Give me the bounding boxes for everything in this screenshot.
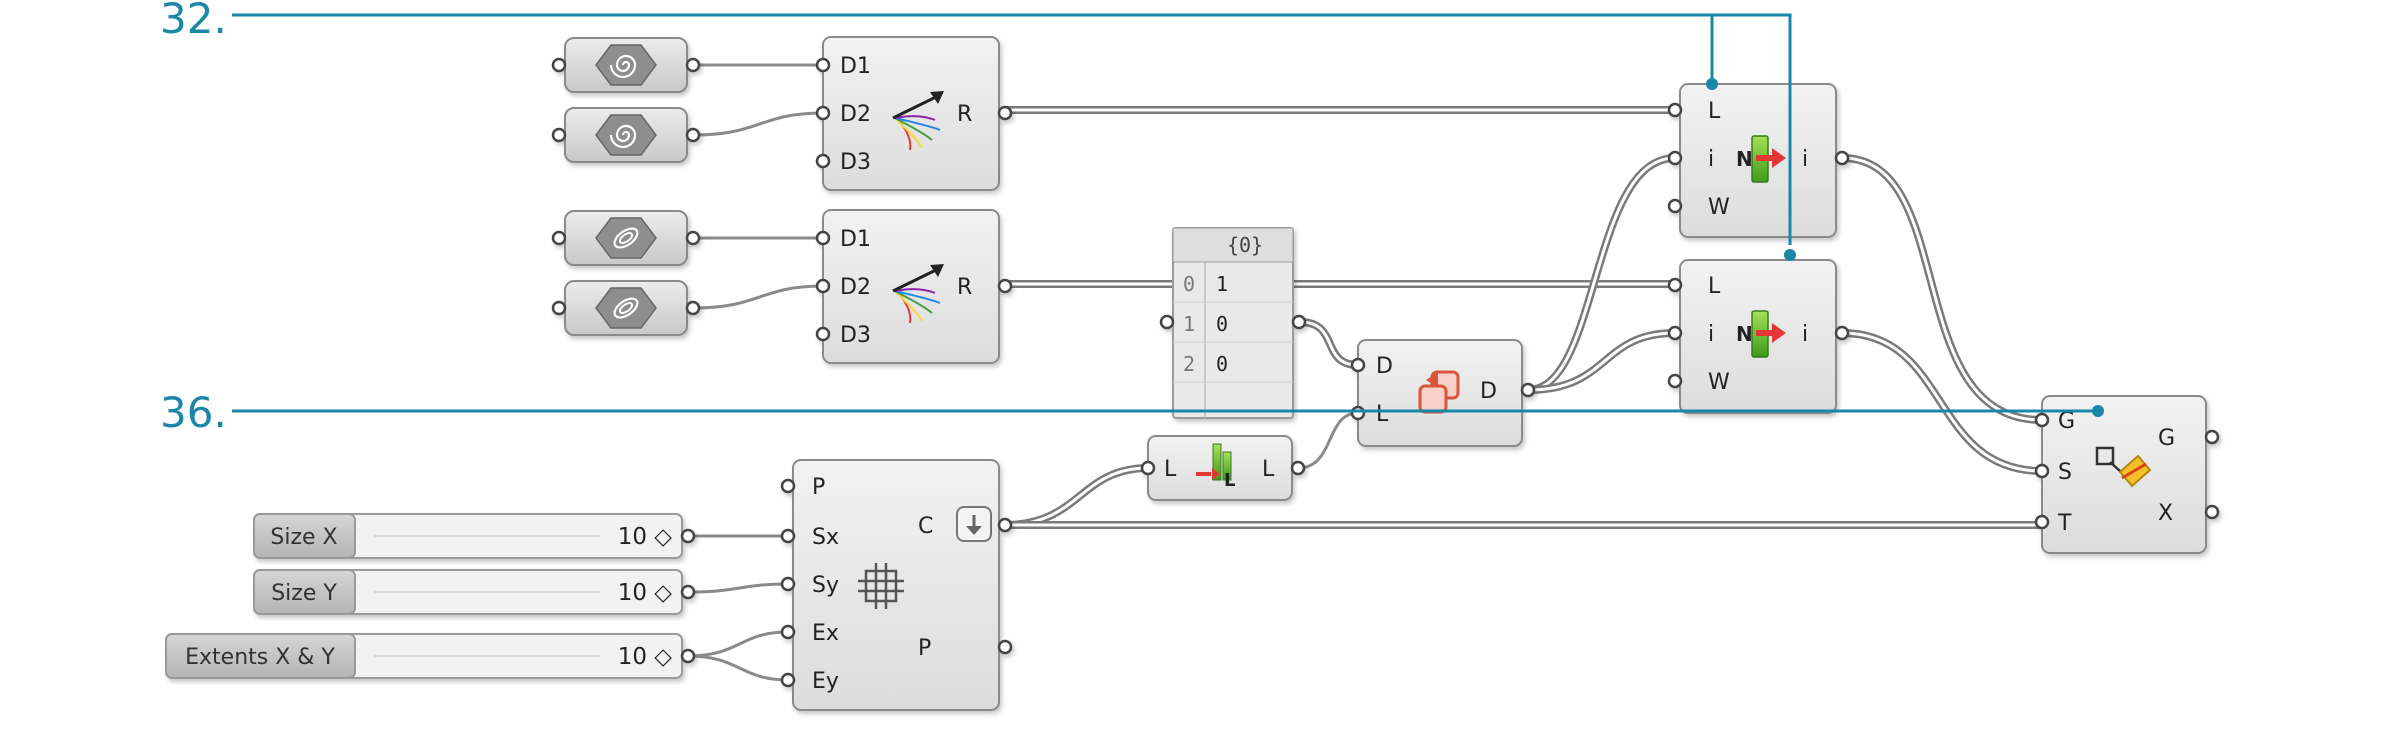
wire-list: [1838, 154, 2046, 424]
flatten-badge-icon: [956, 506, 992, 542]
input-label: T: [2057, 511, 2072, 536]
input-label: P: [812, 475, 825, 500]
input-label: Sy: [812, 573, 839, 598]
output-label: P: [918, 636, 931, 661]
input-label: i: [1708, 147, 1714, 172]
surface-icon: [595, 217, 657, 259]
input-label: Ey: [812, 669, 839, 694]
output-label: i: [1802, 147, 1808, 172]
color-gradient-arrow-icon: [892, 91, 944, 151]
panel-header: {0}: [1227, 233, 1263, 257]
duplicate-data-component[interactable]: D L D: [1350, 339, 1536, 447]
wires: [686, 63, 2046, 682]
input-label: W: [1708, 370, 1730, 395]
callout-label: 32.: [160, 0, 227, 43]
param-surface-2[interactable]: [551, 280, 701, 336]
callout-36: 36.: [160, 388, 2104, 437]
gradient-component-2[interactable]: D1 D2 D3 R: [815, 209, 1013, 364]
wire-list: [1524, 154, 1679, 394]
icon-letter: N: [1736, 322, 1753, 346]
panel-row-value: 0: [1216, 312, 1228, 336]
input-label: D3: [840, 323, 871, 348]
input-label: Ex: [812, 621, 839, 646]
list-length-component[interactable]: L L L: [1140, 435, 1306, 501]
slider-value: 10 ◇: [618, 580, 673, 606]
output-label: G: [2158, 426, 2175, 451]
output-label: R: [957, 275, 972, 300]
slider-value: 10 ◇: [618, 644, 673, 670]
input-label: D: [1376, 354, 1393, 379]
wire-list: [1296, 318, 1362, 369]
panel-row-index: 2: [1183, 352, 1195, 376]
param-spiral-1[interactable]: [551, 37, 701, 93]
surface-icon: [595, 287, 657, 329]
spiral-icon: [595, 44, 657, 86]
input-label: D2: [840, 275, 871, 300]
output-label: X: [2158, 501, 2173, 526]
param-spiral-2[interactable]: [551, 107, 701, 163]
input-label: G: [2058, 409, 2075, 434]
rectangular-grid-icon: [858, 563, 904, 609]
output-label: C: [918, 514, 933, 539]
panel-row-index: 1: [1183, 312, 1195, 336]
output-label: i: [1802, 322, 1808, 347]
output-label: D: [1480, 379, 1497, 404]
gradient-component-1[interactable]: D1 D2 D3 R: [815, 36, 1013, 191]
color-gradient-arrow-icon: [892, 264, 944, 324]
slider-extents-xy[interactable]: Extents X & Y 10 ◇: [165, 633, 696, 679]
rectangular-grid-component[interactable]: P Sx Sy Ex Ey C P: [780, 459, 1013, 711]
list-item-icon: N: [1736, 310, 1786, 358]
slider-size-x[interactable]: Size X 10 ◇: [253, 513, 696, 559]
wire: [686, 654, 790, 682]
input-label: L: [1708, 274, 1721, 299]
output-label: L: [1262, 457, 1275, 482]
slider-size-y[interactable]: Size Y 10 ◇: [253, 569, 696, 615]
wire: [692, 111, 825, 137]
param-surface-1[interactable]: [551, 210, 701, 266]
callout-label: 36.: [160, 388, 227, 437]
wire: [686, 582, 790, 594]
input-label: D1: [840, 54, 871, 79]
panel-row-value: 1: [1216, 272, 1228, 296]
wire: [686, 630, 790, 658]
input-label: D3: [840, 150, 871, 175]
wire: [1296, 411, 1360, 470]
duplicate-data-icon: [1418, 370, 1460, 414]
list-item-component-2[interactable]: L i W i N: [1667, 259, 1850, 414]
spiral-icon: [595, 114, 657, 156]
wire-list: [1001, 464, 1152, 529]
panel-row-value: 0: [1216, 352, 1228, 376]
panel-row-index: 0: [1183, 272, 1195, 296]
slider-value: 10 ◇: [618, 524, 673, 550]
input-label: W: [1708, 195, 1730, 220]
input-label: i: [1708, 322, 1714, 347]
input-label: L: [1164, 457, 1177, 482]
input-label: S: [2058, 460, 2072, 485]
slider-label: Size Y: [271, 581, 337, 606]
input-label: L: [1708, 99, 1721, 124]
svg-text:L: L: [1224, 470, 1235, 491]
slider-label: Size X: [270, 525, 337, 550]
move-icon: [2095, 446, 2152, 488]
input-label: D2: [840, 102, 871, 127]
move-component[interactable]: G S T G X: [2034, 395, 2220, 554]
list-item-icon: N: [1736, 135, 1786, 183]
list-item-component-1[interactable]: L i W i N: [1667, 83, 1850, 238]
output-label: R: [957, 102, 972, 127]
callout-32: 32.: [160, 0, 1796, 261]
list-length-icon: L: [1196, 443, 1235, 491]
data-panel[interactable]: {0} 0 1 1 0 2 0: [1159, 227, 1307, 419]
wire: [692, 284, 825, 310]
wire-list: [1838, 329, 2046, 475]
input-label: Sx: [812, 525, 839, 550]
icon-letter: N: [1736, 147, 1753, 171]
input-label: L: [1376, 402, 1389, 427]
slider-label: Extents X & Y: [185, 645, 335, 670]
input-label: D1: [840, 227, 871, 252]
